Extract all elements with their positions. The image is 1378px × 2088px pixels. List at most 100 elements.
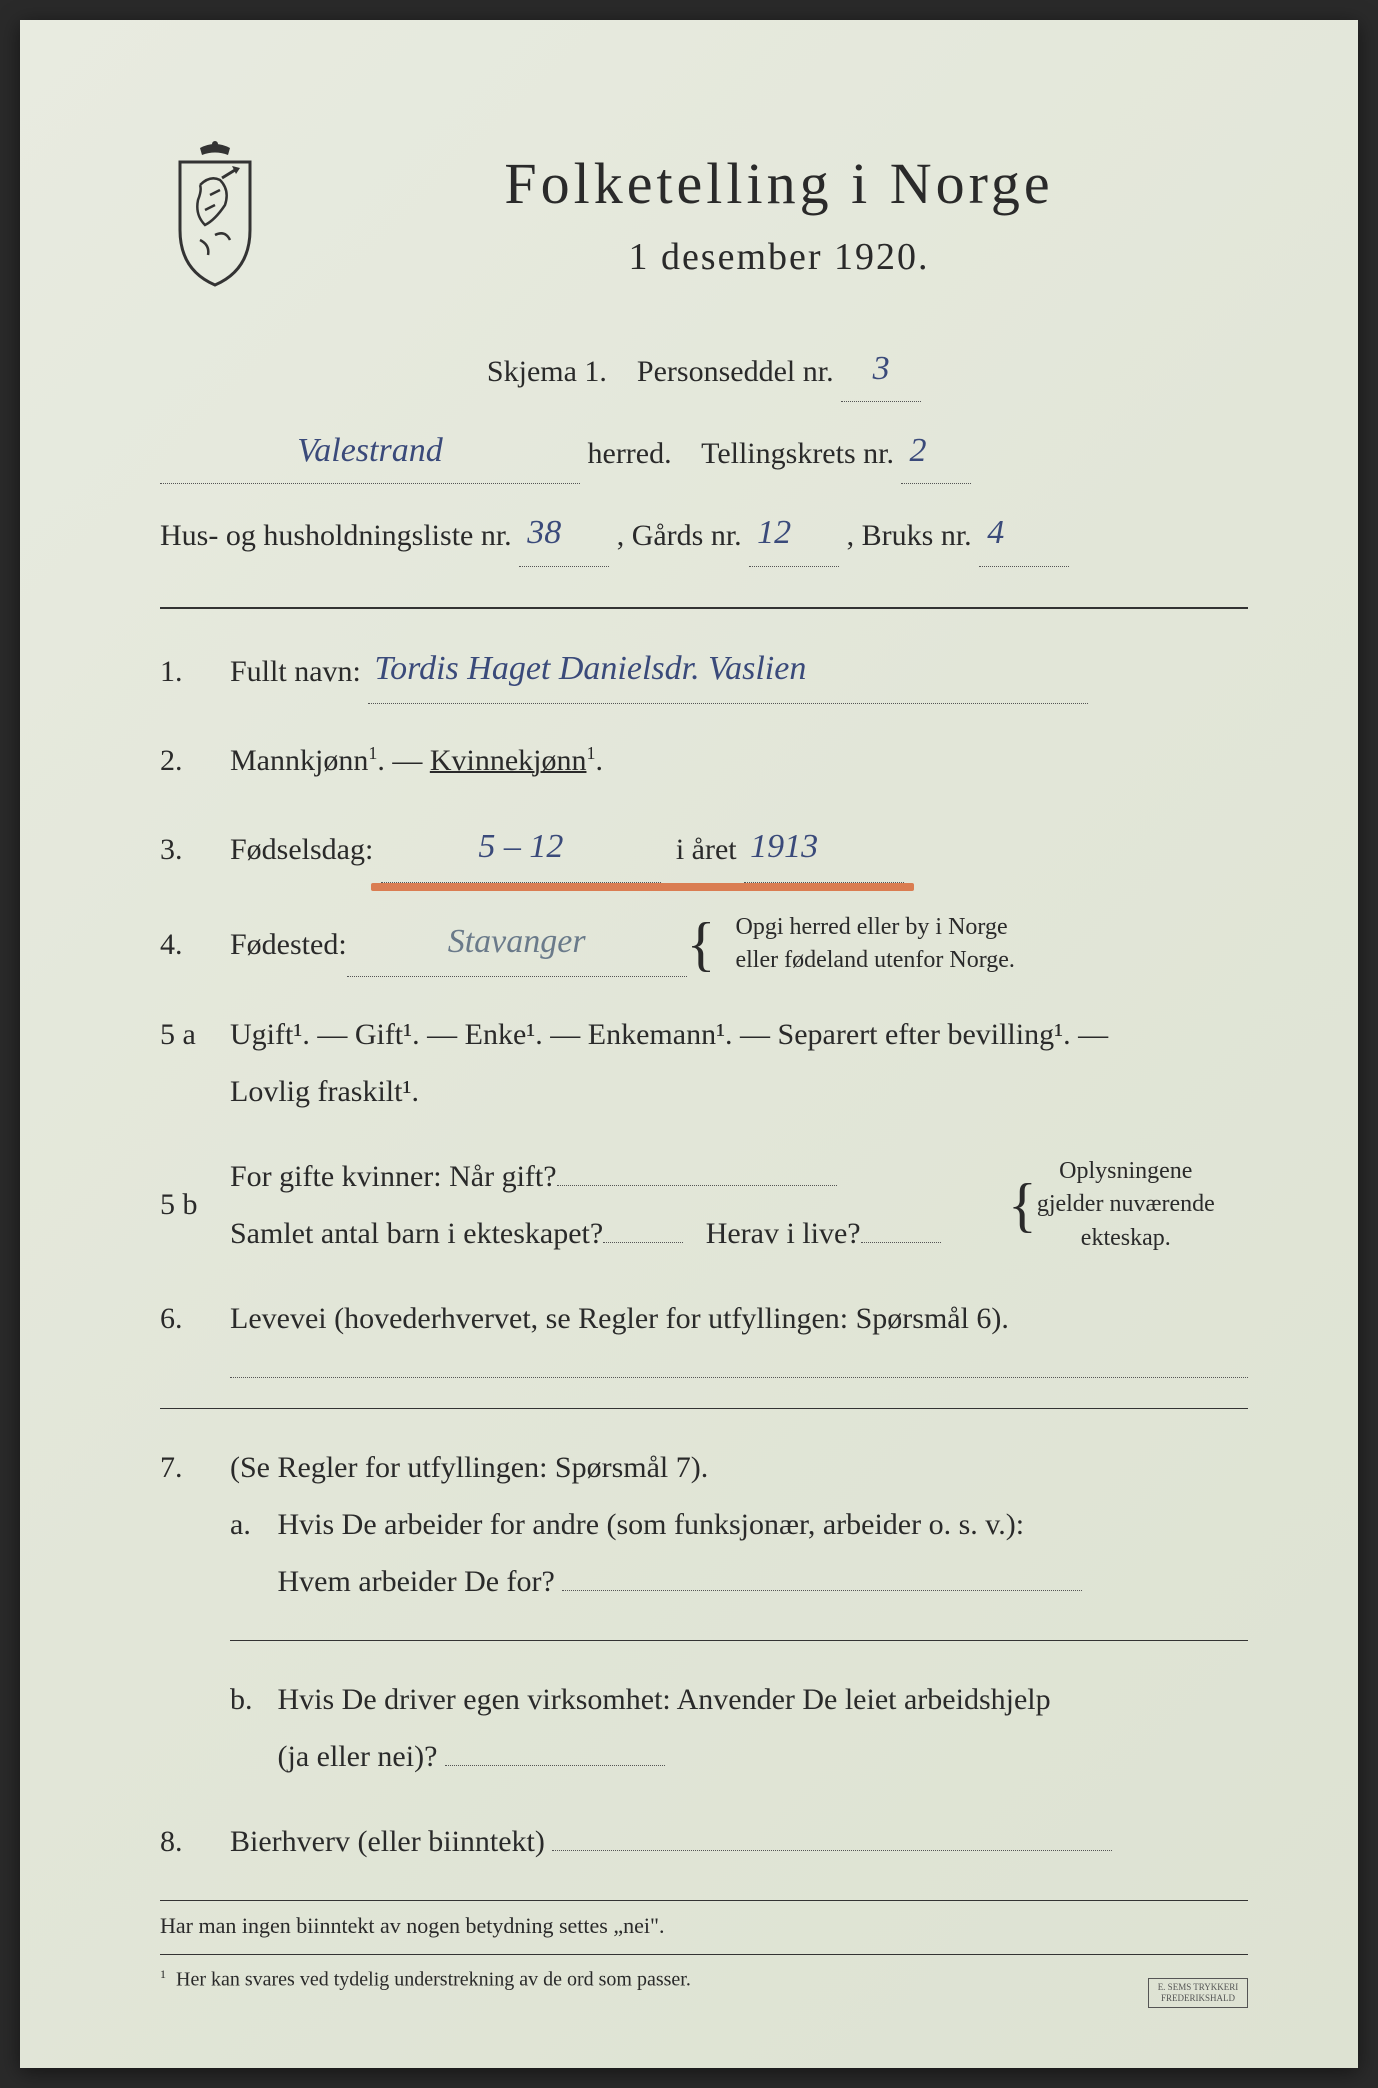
- q5b-note-l3: ekteskap.: [1081, 1225, 1171, 1251]
- q7: 7. (Se Regler for utfyllingen: Spørsmål …: [160, 1439, 1248, 1610]
- bruks-nr: 4: [987, 514, 1004, 551]
- stamp-l2: FREDERIKSHALD: [1161, 1993, 1235, 2003]
- main-title: Folketelling i Norge: [310, 150, 1248, 217]
- q7b-l2: (ja eller nei)?: [278, 1740, 438, 1773]
- q6: 6. Levevei (hovederhvervet, se Regler fo…: [160, 1290, 1248, 1378]
- divider-q7: [160, 1408, 1248, 1409]
- q4-value: Stavanger: [448, 923, 586, 960]
- husliste-label: Hus- og husholdningsliste nr.: [160, 519, 512, 552]
- q3-day-field: 5 – 12: [381, 817, 661, 883]
- q6-text: Levevei (hovederhvervet, se Regler for u…: [230, 1302, 1009, 1335]
- q8-field: [552, 1850, 1112, 1851]
- skjema-label: Skjema 1.: [487, 355, 607, 388]
- q7-num: 7.: [160, 1439, 230, 1496]
- personseddel-nr-field: 3: [841, 340, 921, 402]
- title-block: Folketelling i Norge 1 desember 1920.: [310, 140, 1248, 279]
- q5b-l2b: Herav i live?: [706, 1217, 861, 1250]
- bruks-label: , Bruks nr.: [847, 519, 972, 552]
- q3-num: 3.: [160, 821, 230, 878]
- q5a-line2: Lovlig fraskilt¹.: [230, 1075, 419, 1108]
- footnote-sep-1: [160, 1900, 1248, 1901]
- q3-year-field: 1913: [744, 817, 904, 883]
- printer-stamp: E. SEMS TRYKKERI FREDERIKSHALD: [1148, 1978, 1248, 2008]
- meta-line-2: Valestrand herred. Tellingskrets nr. 2: [160, 422, 1248, 484]
- q3-redline: 5 – 12 i året 1913: [381, 817, 904, 883]
- tellingskrets-nr: 2: [909, 432, 926, 469]
- footnote-1: Har man ingen biinntekt av nogen betydni…: [160, 1913, 1248, 1939]
- gards-label: , Gårds nr.: [617, 519, 742, 552]
- tellingskrets-field: 2: [901, 422, 971, 484]
- q2-num: 2.: [160, 732, 230, 789]
- q2-sup1: 1: [368, 743, 377, 763]
- q5b-f1: [557, 1185, 837, 1186]
- q1-label: Fullt navn:: [230, 655, 361, 688]
- q4-num: 4.: [160, 916, 230, 973]
- q2: 2. Mannkjønn1. — Kvinnekjønn1.: [160, 732, 1248, 789]
- q5b-note-l1: Oplysningene: [1059, 1158, 1192, 1184]
- q1-field: Tordis Haget Danielsdr. Vaslien: [368, 639, 1088, 705]
- footnote-sep-2: [160, 1954, 1248, 1955]
- q3-day: 5 – 12: [478, 828, 563, 865]
- q6-field: [230, 1377, 1248, 1378]
- q7-intro: (Se Regler for utfyllingen: Spørsmål 7).: [230, 1451, 708, 1484]
- q1-value: Tordis Haget Danielsdr. Vaslien: [374, 650, 806, 687]
- q8-label: Bierhverv (eller biinntekt): [230, 1825, 545, 1858]
- q4-brace: {: [687, 929, 716, 959]
- husliste-field: 38: [519, 504, 609, 566]
- q5b-l2a: Samlet antal barn i ekteskapet?: [230, 1217, 603, 1250]
- q5a-options: Ugift¹. — Gift¹. — Enke¹. — Enkemann¹. —…: [230, 1018, 1108, 1051]
- q3-iaret: i året: [676, 833, 737, 866]
- personseddel-label: Personseddel nr.: [637, 355, 834, 388]
- q1: 1. Fullt navn: Tordis Haget Danielsdr. V…: [160, 639, 1248, 705]
- q5a-num: 5 a: [160, 1006, 230, 1063]
- norway-coat-of-arms: [160, 140, 270, 290]
- crest-icon: [160, 140, 270, 290]
- q8-num: 8.: [160, 1813, 230, 1870]
- q1-num: 1.: [160, 643, 230, 700]
- questions: 1. Fullt navn: Tordis Haget Danielsdr. V…: [160, 639, 1248, 1870]
- q4: 4. Fødested: Stavanger { Opgi herred ell…: [160, 911, 1248, 978]
- q5b-note-l2: gjelder nuværende: [1037, 1191, 1215, 1217]
- meta-line-1: Skjema 1. Personseddel nr. 3: [160, 340, 1248, 402]
- herred-label: herred.: [588, 437, 672, 470]
- q3-year: 1913: [750, 828, 818, 865]
- q5b-f3: [861, 1242, 941, 1243]
- q7b-num: b.: [230, 1671, 270, 1728]
- q5b-f2: [603, 1242, 683, 1243]
- q5b: 5 b For gifte kvinner: Når gift? Samlet …: [160, 1148, 1248, 1262]
- q4-field: Stavanger: [347, 912, 687, 978]
- q6-num: 6.: [160, 1290, 230, 1347]
- divider-top: [160, 607, 1248, 609]
- husliste-nr: 38: [527, 514, 561, 551]
- header: Folketelling i Norge 1 desember 1920.: [160, 140, 1248, 290]
- q4-note-l1: Opgi herred eller by i Norge: [735, 914, 1007, 940]
- census-form-page: Folketelling i Norge 1 desember 1920. Sk…: [20, 20, 1358, 2068]
- herred-field: Valestrand: [160, 422, 580, 484]
- q5b-brace: {: [1008, 1190, 1037, 1220]
- q7a-l1: Hvis De arbeider for andre (som funksjon…: [278, 1508, 1025, 1541]
- tellingskrets-label: Tellingskrets nr.: [701, 437, 894, 470]
- q3: 3. Fødselsdag: 5 – 12 i året 1913: [160, 817, 1248, 883]
- footnote-2-num: 1: [160, 1967, 166, 1981]
- herred-value: Valestrand: [297, 432, 442, 469]
- gards-nr: 12: [757, 514, 791, 551]
- gards-field: 12: [749, 504, 839, 566]
- divider-q7ab: [230, 1640, 1248, 1641]
- q2-mann: Mannkjønn: [230, 744, 368, 777]
- meta-line-3: Hus- og husholdningsliste nr. 38 , Gårds…: [160, 504, 1248, 566]
- q5b-l1a: For gifte kvinner: Når gift?: [230, 1160, 557, 1193]
- q4-label: Fødested:: [230, 916, 347, 973]
- q7b: b. Hvis De driver egen virksomhet: Anven…: [230, 1671, 1248, 1785]
- q2-end: .: [595, 744, 603, 777]
- q8: 8. Bierhverv (eller biinntekt): [160, 1813, 1248, 1870]
- personseddel-nr: 3: [873, 350, 890, 387]
- bruks-field: 4: [979, 504, 1069, 566]
- stamp-l1: E. SEMS TRYKKERI: [1158, 1982, 1239, 1992]
- q2-sep: . —: [377, 744, 430, 777]
- q5b-note: { Oplysningene gjelder nuværende ekteska…: [1008, 1155, 1248, 1256]
- q5b-num: 5 b: [160, 1176, 230, 1233]
- q5a: 5 a Ugift¹. — Gift¹. — Enke¹. — Enkemann…: [160, 1006, 1248, 1120]
- q3-label: Fødselsdag:: [230, 833, 373, 866]
- subtitle: 1 desember 1920.: [310, 235, 1248, 279]
- q7a-num: a.: [230, 1496, 270, 1553]
